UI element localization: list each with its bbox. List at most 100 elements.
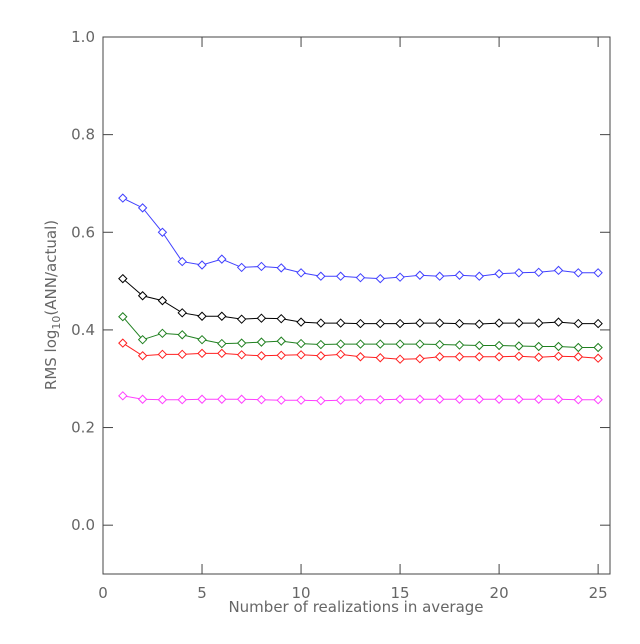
data-point [137,291,148,301]
data-point [335,318,346,328]
data-point [454,352,465,362]
data-point [118,312,128,322]
y-tick-label: 0.2 [71,419,95,437]
y-tick-label: 0.0 [71,516,95,534]
data-point [296,268,306,278]
data-point [236,314,247,324]
data-point [415,394,425,404]
data-point [157,227,168,237]
data-point [395,272,405,282]
data-point [197,334,207,345]
data-point [236,338,247,348]
data-point [474,352,484,362]
data-point [157,295,168,306]
data-point [533,394,544,404]
data-point [514,318,524,328]
data-point [494,269,504,279]
x-tick-label: 0 [98,584,108,602]
plot-frame [102,36,611,575]
data-point [177,256,187,267]
data-point [553,317,564,327]
series-line [122,278,599,325]
data-point [256,313,267,323]
data-point [335,271,346,281]
data-point [177,349,187,360]
y-label-main: RMS log [42,330,60,391]
data-point [415,339,425,349]
data-point [296,395,306,405]
data-point [276,313,286,324]
data-point [573,395,584,405]
data-point [217,338,227,349]
data-point [434,339,445,350]
data-point [434,318,445,328]
data-point [454,318,465,329]
data-point [276,350,286,361]
data-point [217,311,227,321]
data-point [474,394,484,404]
data-point [573,268,584,278]
data-point [236,262,247,273]
x-tick-label: 10 [292,584,311,602]
data-point [316,271,326,281]
data-point [375,395,385,405]
data-point [137,334,148,345]
data-point [494,340,504,351]
data-point [236,350,247,360]
data-point [157,328,168,339]
data-point [276,336,286,346]
data-point [256,395,267,405]
data-point [375,353,385,363]
data-point [434,352,445,362]
data-point [276,263,286,273]
data-point [593,353,603,363]
data-point [335,339,346,349]
x-tick-label: 20 [490,584,509,602]
data-point [177,395,187,405]
data-point [395,339,405,349]
data-point [494,394,504,404]
data-point [276,395,286,405]
data-point [197,394,207,404]
data-point [573,352,584,362]
data-point [157,349,168,360]
data-point [197,260,207,270]
data-point [375,273,385,284]
x-tick-label: 5 [197,584,207,602]
data-point [514,394,524,404]
data-point [355,352,366,362]
y-tick-label: 0.6 [71,223,95,241]
data-point [137,203,148,213]
y-tick-label: 0.4 [71,321,95,339]
data-point [256,351,267,361]
data-point [375,318,385,329]
data-point [256,261,267,272]
data-point [316,318,326,328]
data-point [395,354,405,364]
x-tick-label: 25 [589,584,608,602]
data-point [434,271,445,281]
data-point [355,318,366,329]
data-point [296,350,306,360]
data-point [335,349,346,360]
data-point [355,395,366,405]
y-label-rest: (ANN/actual) [42,220,60,316]
data-point [514,268,524,278]
data-point [514,341,524,351]
data-point [375,339,385,349]
data-point [553,351,564,361]
data-point [335,395,346,405]
data-point [355,339,366,349]
data-point [593,268,603,278]
data-point [236,394,247,404]
y-tick-label: 1.0 [71,28,95,46]
data-point [395,394,405,404]
y-tick-label: 0.8 [71,126,95,144]
data-point [316,339,326,350]
data-point [533,352,544,362]
data-point [474,271,484,281]
data-point [454,340,465,350]
data-point [177,330,187,340]
data-point [415,354,425,364]
data-point [316,351,326,361]
